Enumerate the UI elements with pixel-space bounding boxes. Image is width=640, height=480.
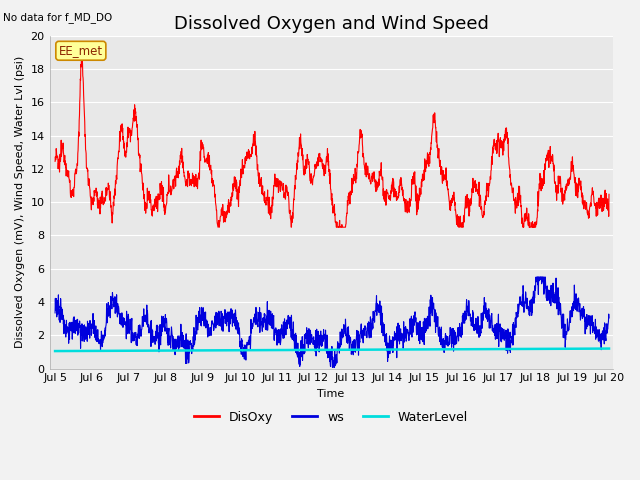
X-axis label: Time: Time bbox=[317, 389, 345, 399]
Legend: DisOxy, ws, WaterLevel: DisOxy, ws, WaterLevel bbox=[189, 406, 473, 429]
Title: Dissolved Oxygen and Wind Speed: Dissolved Oxygen and Wind Speed bbox=[173, 15, 488, 33]
Text: No data for f_MD_DO: No data for f_MD_DO bbox=[3, 12, 113, 23]
Text: EE_met: EE_met bbox=[59, 44, 103, 57]
Y-axis label: Dissolved Oxygen (mV), Wind Speed, Water Lvl (psi): Dissolved Oxygen (mV), Wind Speed, Water… bbox=[15, 56, 25, 348]
